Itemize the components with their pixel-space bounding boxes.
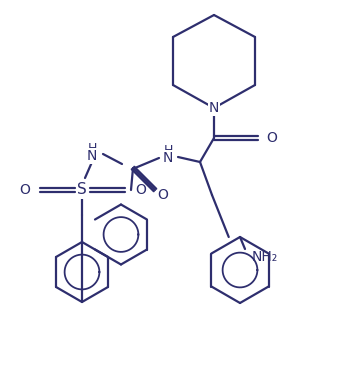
Text: NH₂: NH₂ [252,250,278,264]
Text: O: O [266,131,277,145]
Text: H: H [87,142,97,155]
Text: O: O [158,188,168,202]
Text: N: N [87,149,97,163]
Text: S: S [77,182,87,197]
Text: H: H [163,143,173,156]
Text: O: O [135,183,146,197]
Text: O: O [19,183,30,197]
Text: N: N [163,151,173,165]
Text: N: N [209,101,219,115]
